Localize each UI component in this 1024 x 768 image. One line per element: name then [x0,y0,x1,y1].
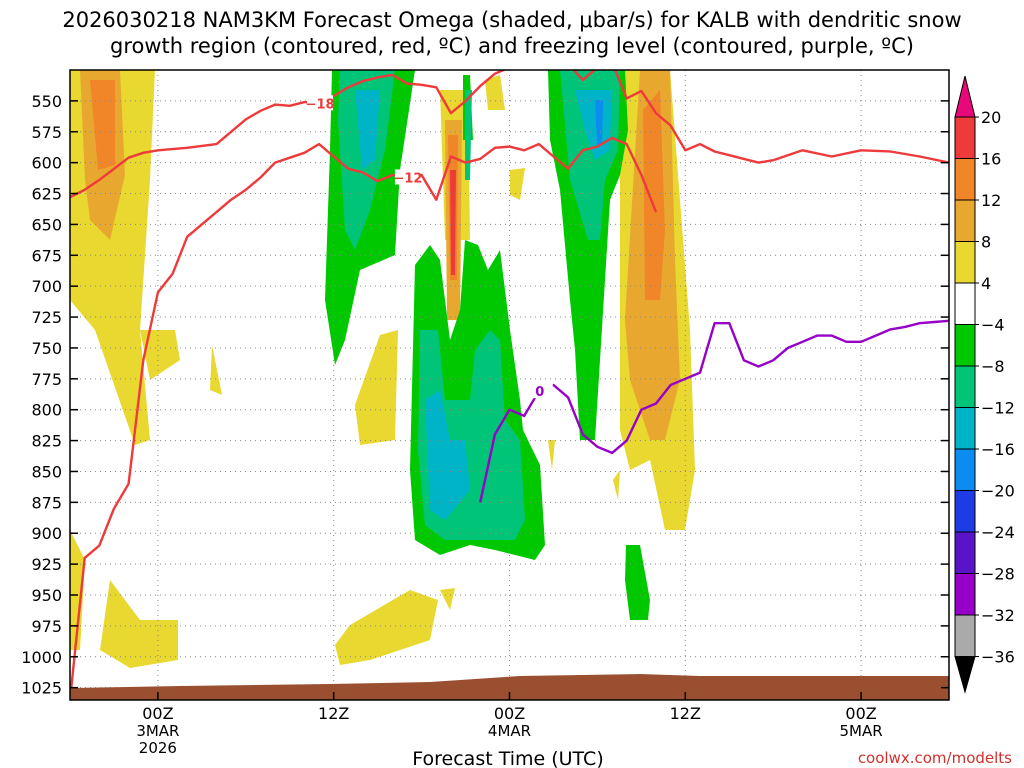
colorbar-seg-2 [954,158,976,201]
omega-shading-12 [90,80,665,300]
contour-label-dendritic-growth-lower: −12 [393,171,422,186]
y-tick-label-850: 850 [31,462,62,481]
colorbar-label-2: 12 [981,191,1001,210]
contour-label-bg-0 [307,95,334,111]
omega-shading-minus12 [355,90,612,520]
colorbar-label-8: −16 [981,440,1015,459]
y-tick-label-975: 975 [31,617,62,636]
x-tick-date-4: 5MAR [840,722,883,740]
colorbar-top-arrow [954,75,976,118]
colorbar-bottom-arrow [954,656,976,694]
y-tick-label-700: 700 [31,277,62,296]
colorbar-seg-9 [954,448,976,491]
colorbar-label-11: −28 [981,565,1015,584]
y-tick-label-900: 900 [31,524,62,543]
y-tick-label-575: 575 [31,123,62,142]
colorbar-label-13: −36 [981,648,1015,667]
contour-dendritic-growth-upper [70,70,949,199]
x-tick-label-3: 12Z [670,704,701,723]
contour-freezing-level [479,319,949,503]
contour-labels: −18 −12 0 [306,95,553,400]
y-tick-label-925: 925 [31,555,62,574]
y-tick-label-825: 825 [31,432,62,451]
surface-terrain [70,674,949,700]
y-tick-label-650: 650 [31,215,62,234]
credit-text: coolwx.com/modelts [858,749,1012,767]
colorbar-label-0: 20 [981,108,1001,127]
y-tick-label-725: 725 [31,308,62,327]
y-tick-label-675: 675 [31,246,62,265]
colorbar-label-7: −12 [981,399,1015,418]
x-tick-date-0: 3MAR [136,722,179,740]
contour-label-bg-1 [394,169,421,185]
y-tick-label-625: 625 [31,185,62,204]
y-tick-label-1025: 1025 [21,679,62,698]
colorbar: 20 16 12 8 4 −4 −8 −12 −16 −20 −24 −28 −32 −36 [954,75,1015,694]
terrain-fill [70,674,949,700]
colorbar-label-5: −4 [981,316,1005,335]
colorbar-seg-10 [954,490,976,533]
x-tick-date-2: 4MAR [488,722,531,740]
contour-lines [70,70,949,700]
colorbar-label-1: 16 [981,150,1001,169]
y-tick-label-750: 750 [31,339,62,358]
plot-area [70,70,949,700]
colorbar-seg-1 [954,116,976,159]
colorbar-seg-3 [954,199,976,242]
colorbar-label-10: −24 [981,523,1015,542]
colorbar-label-12: −32 [981,606,1015,625]
x-tick-label-2: 00Z [494,704,525,723]
contour-label-freezing-level: 0 [535,385,544,400]
y-tick-label-800: 800 [31,401,62,420]
x-tick-label-1: 12Z [318,704,349,723]
chart-title-line1: 2026030218 NAM3KM Forecast Omega (shaded… [62,8,961,32]
omega-shading-minus16 [595,100,603,145]
colorbar-seg-7 [954,365,976,408]
colorbar-seg-6 [954,324,976,367]
contour-label-dendritic-growth-upper: −18 [306,97,335,112]
x-tick-label-4: 00Z [845,704,876,723]
grid-lines [70,70,949,700]
colorbar-seg-8 [954,407,976,450]
y-axis: 550 575 600 625 650 675 700 725 750 775 800 825 850 8… [21,92,949,698]
colorbar-seg-4 [954,241,976,284]
y-tick-label-600: 600 [31,154,62,173]
contour-label-bg-2 [526,383,553,399]
chart-title-line2: growth region (contoured, red, ºC) and f… [110,34,914,58]
colorbar-seg-13 [954,614,976,657]
x-tick-label-0: 00Z [142,704,173,723]
y-tick-label-775: 775 [31,370,62,389]
colorbar-label-4: 4 [981,274,991,293]
colorbar-label-6: −8 [981,357,1005,376]
x-axis-title: Forecast Time (UTC) [412,748,603,768]
colorbar-seg-5 [954,282,976,325]
y-tick-label-950: 950 [31,586,62,605]
x-tick-year-0: 2026 [139,739,177,757]
contour-dendritic-growth-lower [70,136,658,700]
y-tick-label-875: 875 [31,493,62,512]
colorbar-seg-11 [954,531,976,574]
colorbar-label-9: −20 [981,482,1015,501]
y-tick-label-550: 550 [31,92,62,111]
colorbar-label-3: 8 [981,233,991,252]
omega-shading-16 [450,170,456,275]
colorbar-seg-12 [954,573,976,616]
y-tick-label-1000: 1000 [21,648,62,667]
